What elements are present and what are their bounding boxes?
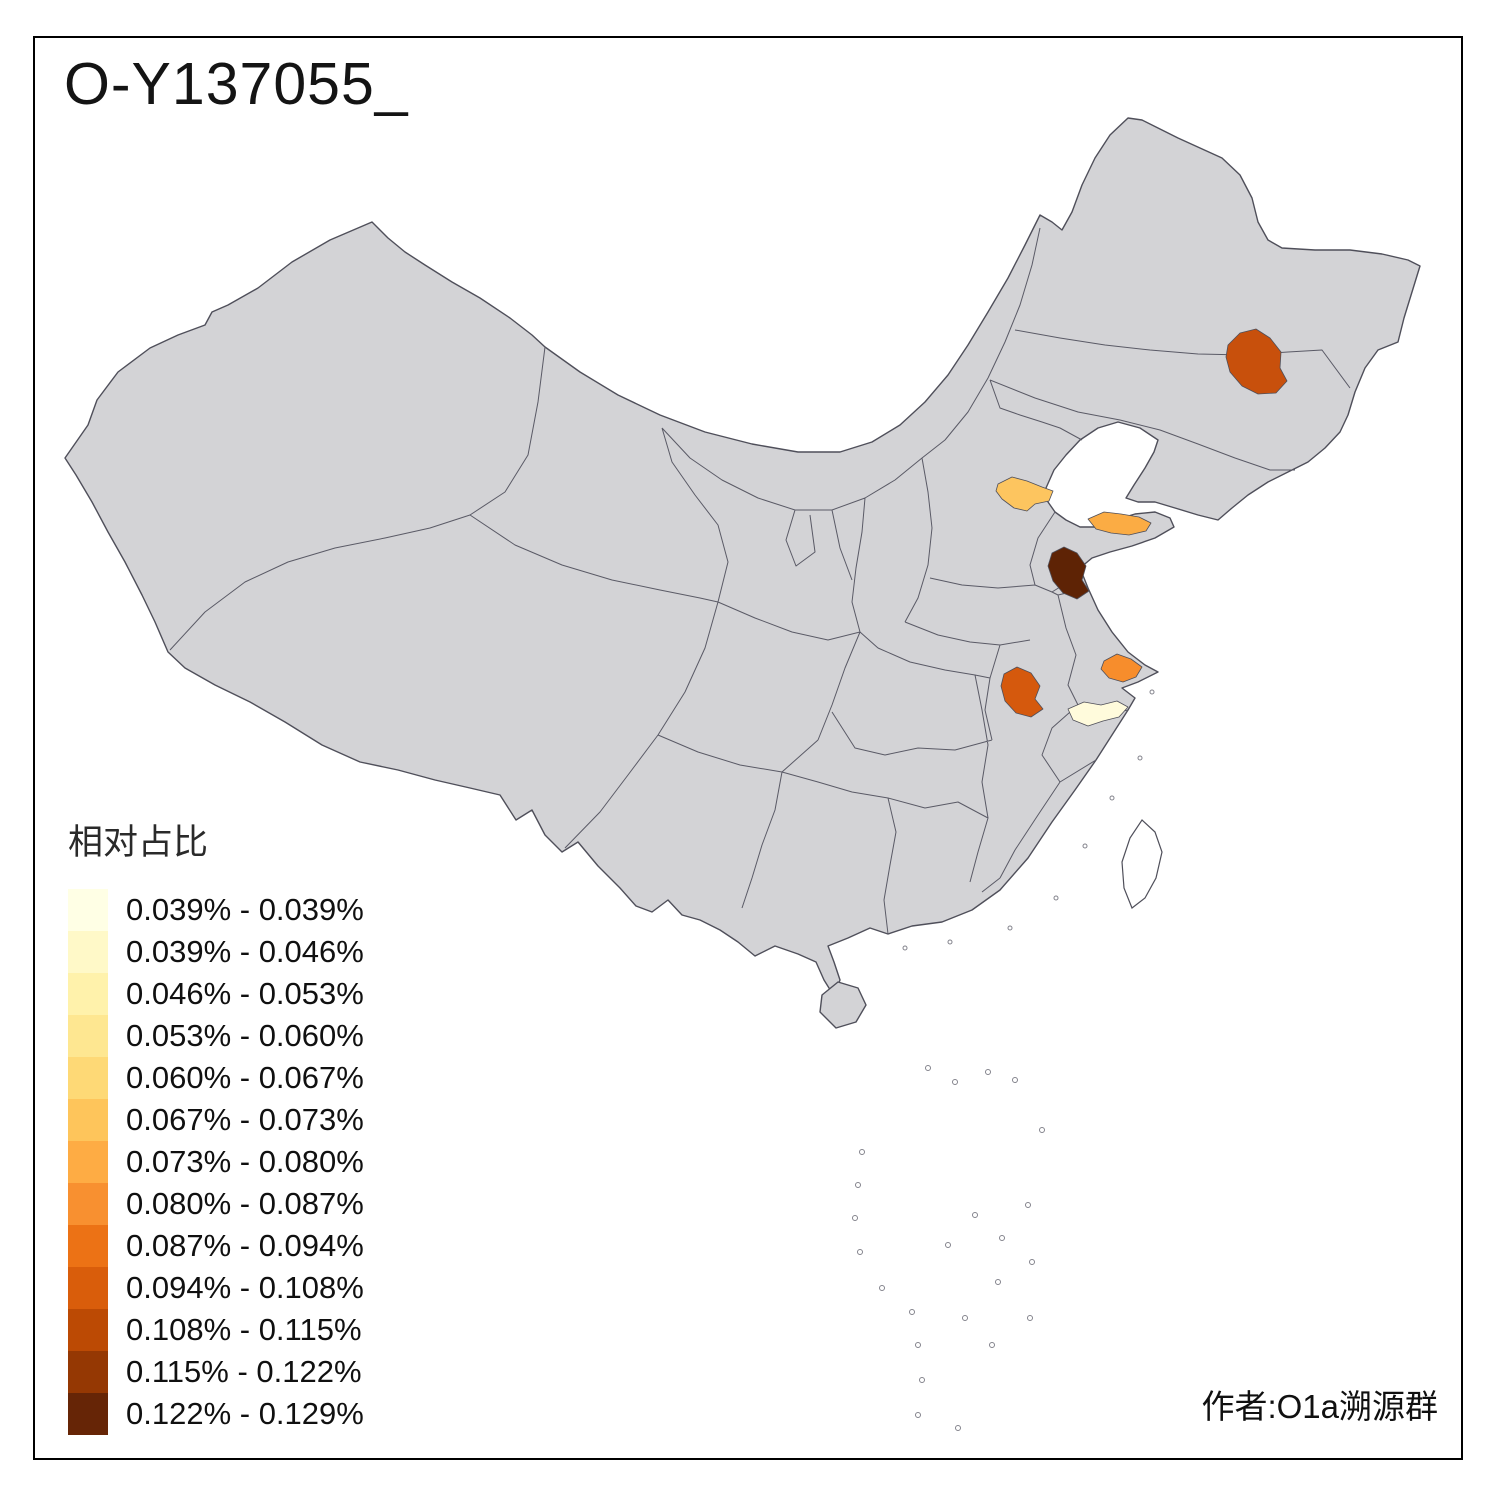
highlight-anhui-region — [1000, 666, 1044, 718]
coastal-islands — [902, 689, 1155, 951]
hainan-island — [819, 981, 867, 1029]
legend-label: 0.053% - 0.060% — [126, 1018, 364, 1053]
legend-title: 相对占比 — [68, 823, 209, 862]
legend-label: 0.094% - 0.108% — [126, 1270, 364, 1305]
highlight-shandong-peninsula-region — [1087, 511, 1152, 536]
legend-swatch — [68, 1309, 108, 1351]
legend-row: 0.087% - 0.094% — [68, 1225, 364, 1267]
legend-label: 0.039% - 0.039% — [126, 892, 364, 927]
legend-swatch — [68, 1183, 108, 1225]
map-title: O-Y137055_ — [64, 51, 409, 117]
legend: 相对占比 0.039% - 0.039% 0.039% - 0.046% 0.0… — [68, 814, 364, 1435]
legend-label: 0.046% - 0.053% — [126, 976, 364, 1011]
legend-row: 0.094% - 0.108% — [68, 1267, 364, 1309]
legend-row: 0.060% - 0.067% — [68, 1057, 364, 1099]
legend-row: 0.039% - 0.039% — [68, 889, 364, 931]
legend-row: 0.115% - 0.122% — [68, 1351, 364, 1393]
south-china-sea-islands — [852, 1065, 1045, 1431]
legend-label: 0.060% - 0.067% — [126, 1060, 364, 1095]
legend-label: 0.122% - 0.129% — [126, 1396, 364, 1431]
highlight-northeast-region — [1225, 328, 1288, 395]
taiwan-island — [1121, 819, 1163, 909]
legend-label: 0.039% - 0.046% — [126, 934, 364, 969]
legend-swatch — [68, 1351, 108, 1393]
author-credit: 作者:O1a溯源群 — [1201, 1388, 1438, 1425]
legend-label: 0.067% - 0.073% — [126, 1102, 364, 1137]
legend-swatch — [68, 1267, 108, 1309]
legend-row: 0.039% - 0.046% — [68, 931, 364, 973]
legend-swatch — [68, 1141, 108, 1183]
legend-row: 0.067% - 0.073% — [68, 1099, 364, 1141]
highlight-north-zhejiang-region — [1067, 700, 1129, 727]
legend-label: 0.108% - 0.115% — [126, 1312, 362, 1347]
legend-label: 0.115% - 0.122% — [126, 1354, 362, 1389]
legend-row: 0.073% - 0.080% — [68, 1141, 364, 1183]
legend-row: 0.080% - 0.087% — [68, 1183, 364, 1225]
highlight-southwest-shandong-region — [1047, 546, 1090, 600]
legend-swatch — [68, 1393, 108, 1435]
legend-swatch — [68, 1057, 108, 1099]
legend-label: 0.073% - 0.080% — [126, 1144, 364, 1179]
highlight-shanghai-area-region — [1100, 653, 1143, 683]
legend-row: 0.122% - 0.129% — [68, 1393, 364, 1435]
province-borders — [169, 227, 1351, 935]
legend-swatch — [68, 1099, 108, 1141]
legend-swatch — [68, 1225, 108, 1267]
legend-swatch — [68, 931, 108, 973]
legend-row: 0.053% - 0.060% — [68, 1015, 364, 1057]
legend-swatch — [68, 1015, 108, 1057]
mainland-china-outline — [64, 117, 1421, 997]
legend-swatch — [68, 889, 108, 931]
legend-row: 0.108% - 0.115% — [68, 1309, 364, 1351]
legend-swatch — [68, 973, 108, 1015]
highlight-hebei-region — [995, 476, 1054, 512]
legend-row: 0.046% - 0.053% — [68, 973, 364, 1015]
legend-label: 0.080% - 0.087% — [126, 1186, 364, 1221]
legend-label: 0.087% - 0.094% — [126, 1228, 364, 1263]
